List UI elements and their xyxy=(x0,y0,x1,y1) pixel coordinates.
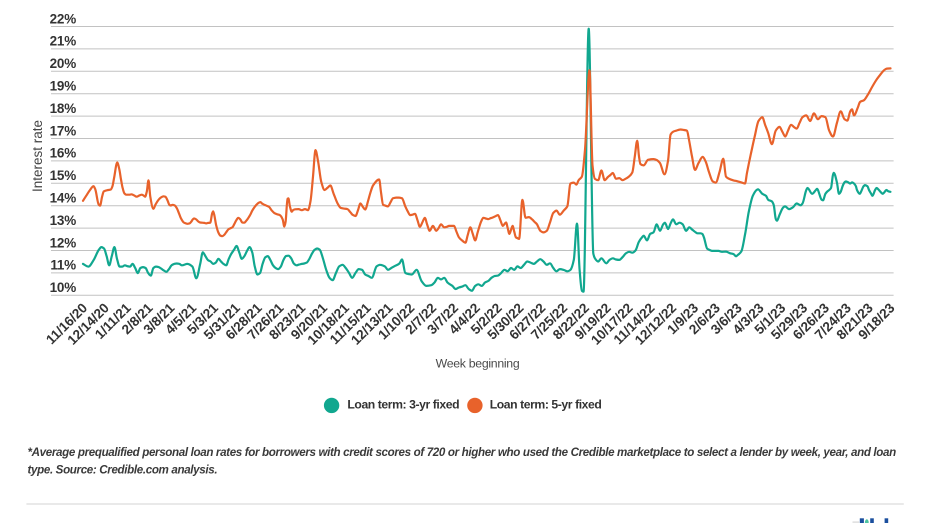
svg-text:13%: 13% xyxy=(50,213,77,228)
svg-text:Week beginning: Week beginning xyxy=(436,357,520,371)
svg-text:type. Source: Credible.com ana: type. Source: Credible.com analysis. xyxy=(28,464,218,477)
svg-text:16%: 16% xyxy=(50,146,77,161)
svg-text:11%: 11% xyxy=(50,258,76,273)
svg-text:22%: 22% xyxy=(50,11,77,26)
svg-text:15%: 15% xyxy=(50,168,77,183)
svg-text:18%: 18% xyxy=(50,101,77,116)
svg-text:Loan term: 3-yr fixed: Loan term: 3-yr fixed xyxy=(347,397,459,411)
svg-text:14%: 14% xyxy=(50,191,77,206)
svg-text:Loan term: 5-yr fixed: Loan term: 5-yr fixed xyxy=(490,397,602,411)
svg-text:20%: 20% xyxy=(50,56,77,71)
svg-text:19%: 19% xyxy=(50,79,77,94)
svg-text:12%: 12% xyxy=(50,235,77,250)
svg-text:10%: 10% xyxy=(50,280,77,295)
svg-text:Interest rate: Interest rate xyxy=(30,120,45,192)
svg-text:17%: 17% xyxy=(50,123,77,138)
svg-text:21%: 21% xyxy=(50,34,77,49)
svg-text:*Average prequalified personal: *Average prequalified personal loan rate… xyxy=(28,446,897,459)
